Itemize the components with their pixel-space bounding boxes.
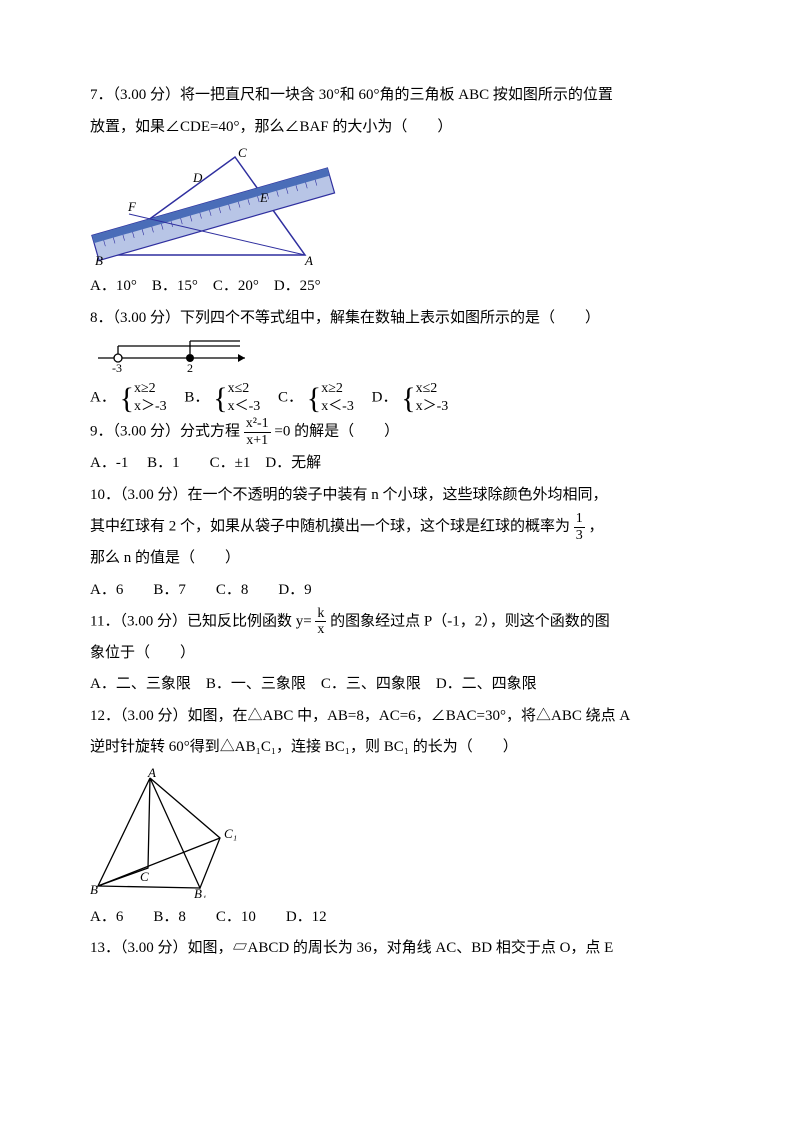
- q11-line2: 象位于（ ）: [90, 638, 710, 670]
- q8-option-d: D． {x≤2x＞-3: [372, 380, 449, 416]
- q7-figure: B A C D E F: [90, 147, 340, 267]
- svg-text:A: A: [304, 253, 313, 267]
- q12-options: A．6 B．8 C．10 D．12: [90, 902, 710, 934]
- exam-page: 7．（3.00 分）将一把直尺和一块含 30°和 60°角的三角板 ABC 按如…: [0, 0, 800, 1132]
- q7-options: A．10° B．15° C．20° D．25°: [90, 271, 710, 303]
- svg-text:B: B: [90, 882, 98, 897]
- svg-text:B₁: B₁: [194, 886, 206, 898]
- q10-line3: 那么 n 的值是（ ）: [90, 543, 710, 575]
- svg-text:B: B: [95, 253, 103, 267]
- q7-line1: 7．（3.00 分）将一把直尺和一块含 30°和 60°角的三角板 ABC 按如…: [90, 80, 710, 112]
- q10-line1: 10．（3.00 分）在一个不透明的袋子中装有 n 个小球，这些球除颜色外均相同…: [90, 480, 710, 512]
- svg-text:F: F: [127, 199, 137, 214]
- q8-option-c: C． {x≥2x＜-3: [278, 380, 354, 416]
- svg-text:A: A: [147, 768, 156, 780]
- q11-line1: 11．（3.00 分）已知反比例函数 y= kx 的图象经过点 P（-1，2），…: [90, 606, 710, 638]
- q8-option-a: A． {x≥2x＞-3: [90, 380, 167, 416]
- svg-text:C: C: [238, 147, 247, 160]
- q9-options: A．-1 B．1 C．±1 D．无解: [90, 448, 710, 480]
- q8-numberline: -3 2: [90, 338, 260, 376]
- q10-line2: 其中红球有 2 个，如果从袋子中随机摸出一个球，这个球是红球的概率为 13 ，: [90, 511, 710, 543]
- q9-line1: 9．（3.00 分）分式方程 x²-1x+1 =0 的解是（ ）: [90, 416, 710, 448]
- svg-text:C₁: C₁: [224, 826, 237, 841]
- q11-options: A．二、三象限 B．一、三象限 C．三、四象限 D．二、四象限: [90, 669, 710, 701]
- q8-options: A． {x≥2x＞-3 B． {x≤2x＜-3 C． {x≥2x＜-3 D． {…: [90, 380, 710, 416]
- q12-line1: 12．（3.00 分）如图，在△ABC 中，AB=8，AC=6，∠BAC=30°…: [90, 701, 710, 733]
- svg-text:D: D: [192, 170, 203, 185]
- q12-line2: 逆时针旋转 60°得到△AB₁C₁，连接 BC₁，则 BC₁ 的长为（ ）: [90, 732, 710, 764]
- q12-figure: A B C B₁ C₁: [90, 768, 265, 898]
- svg-text:2: 2: [187, 361, 193, 375]
- q8-line1: 8．（3.00 分）下列四个不等式组中，解集在数轴上表示如图所示的是（ ）: [90, 303, 710, 335]
- q10-options: A．6 B．7 C．8 D．9: [90, 575, 710, 607]
- svg-text:C: C: [140, 869, 149, 884]
- q13-line1: 13．（3.00 分）如图，▱ABCD 的周长为 36，对角线 AC、BD 相交…: [90, 933, 710, 965]
- svg-text:-3: -3: [112, 361, 122, 375]
- q8-option-b: B． {x≤2x＜-3: [184, 380, 260, 416]
- svg-text:E: E: [259, 190, 268, 205]
- q7-line2: 放置，如果∠CDE=40°，那么∠BAF 的大小为（ ）: [90, 112, 710, 144]
